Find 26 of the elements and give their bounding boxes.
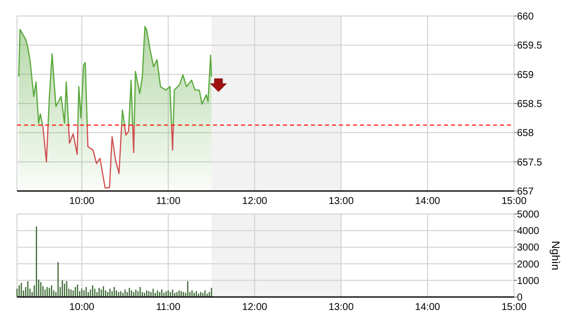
x-tick-label: 13:00 — [328, 302, 354, 313]
y-tick-label: 0 — [517, 292, 523, 304]
y-tick-label: 660 — [517, 12, 534, 22]
y-tick-label: 3000 — [517, 242, 540, 254]
y-tick-label: 657 — [517, 186, 534, 198]
y-tick-label: 4000 — [517, 226, 540, 238]
y-tick-label: 1000 — [517, 276, 540, 287]
x-tick-label: 10:00 — [69, 302, 95, 313]
x-tick-label: 11:00 — [156, 196, 181, 207]
y-tick-label: 5000 — [517, 210, 540, 220]
y-tick-label: 659.5 — [517, 40, 542, 52]
x-tick-label: 10:00 — [69, 196, 95, 207]
x-tick-label: 14:00 — [415, 302, 441, 313]
y-tick-label: 658 — [517, 128, 534, 140]
x-tick-label: 12:00 — [242, 302, 268, 313]
x-tick-label: 11:00 — [156, 302, 181, 313]
y-tick-label: 657.5 — [517, 157, 542, 168]
x-tick-label: 15:00 — [501, 302, 527, 313]
y-axis-title: Nghìn — [549, 240, 561, 270]
x-tick-label: 14:00 — [415, 196, 441, 207]
x-tick-label: 12:00 — [242, 196, 268, 207]
y-tick-label: 659 — [517, 70, 534, 81]
x-tick-label: 15:00 — [501, 196, 527, 207]
y-tick-label: 2000 — [517, 259, 540, 270]
x-tick-label: 13:00 — [328, 196, 354, 207]
y-tick-label: 658.5 — [517, 99, 542, 110]
